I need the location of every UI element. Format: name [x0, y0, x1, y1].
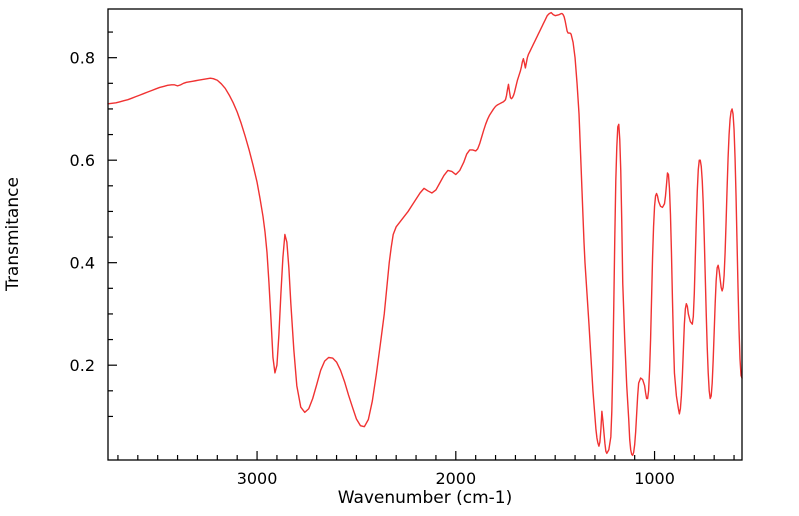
y-axis-tick-labels: 0.2 0.4 0.6 0.8: [70, 49, 95, 376]
plot-axes-frame: [107, 8, 743, 461]
y-tick-label: 0.6: [70, 151, 95, 170]
x-axis-ticks: [117, 451, 735, 460]
y-axis-title: Transmitance: [3, 177, 23, 292]
y-axis-ticks: [108, 31, 117, 418]
x-tick-label: 3000: [237, 469, 278, 488]
plot-area-background: [108, 9, 742, 460]
x-tick-label: 1000: [634, 469, 675, 488]
spectrum-data-line: [107, 11, 743, 457]
x-axis-tick-labels: 3000 2000 1000: [237, 469, 675, 488]
y-tick-label: 0.8: [70, 49, 95, 68]
x-tick-label: 2000: [435, 469, 476, 488]
x-axis-title: Wavenumber (cm-1): [338, 488, 513, 508]
y-tick-label: 0.2: [70, 356, 95, 375]
y-tick-label: 0.4: [70, 254, 95, 273]
